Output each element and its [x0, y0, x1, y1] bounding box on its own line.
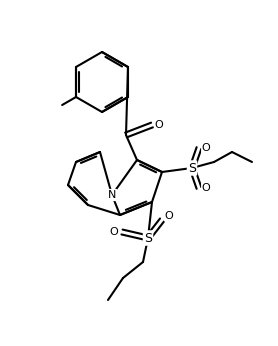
Text: N: N [108, 190, 116, 200]
Text: O: O [110, 227, 118, 237]
Text: S: S [188, 162, 196, 174]
Text: O: O [165, 211, 173, 221]
Text: O: O [202, 183, 210, 193]
Text: O: O [155, 120, 163, 130]
Text: S: S [144, 231, 152, 245]
Text: O: O [202, 143, 210, 153]
